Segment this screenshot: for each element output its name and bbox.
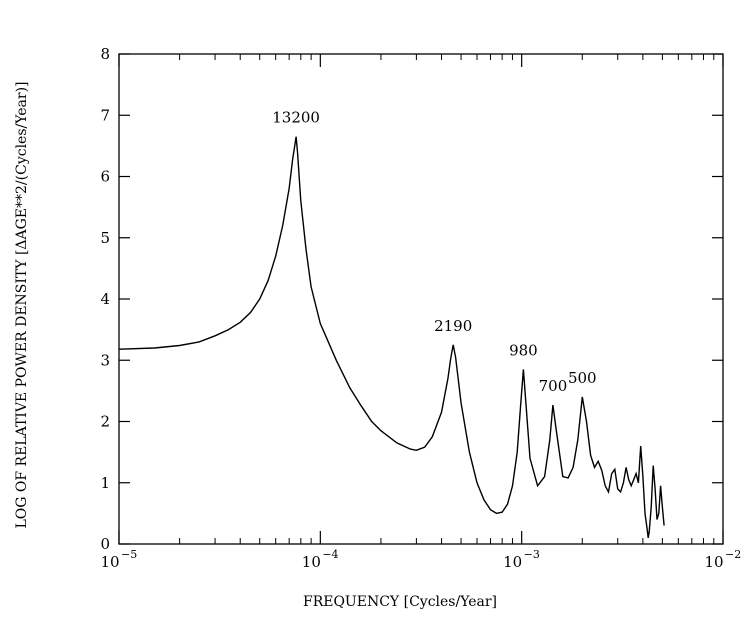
y-tick-label-4: 4 [100,290,110,308]
x-tick-label-1: 10 [302,553,321,571]
x-tick-exponent-3: −2 [725,548,741,561]
peak-label-0: 13200 [272,109,320,127]
peak-label-3: 700 [539,377,568,395]
y-axis-title: LOG OF RELATIVE POWER DENSITY [ΔAGE**2/(… [14,81,30,528]
x-tick-exponent-0: −5 [121,548,137,561]
y-tick-label-0: 0 [100,535,110,553]
peak-label-4: 500 [568,369,597,387]
y-tick-label-1: 1 [100,474,110,492]
x-tick-exponent-1: −4 [322,548,338,561]
peak-label-1: 2190 [434,317,472,335]
y-tick-label-8: 8 [100,45,110,63]
x-tick-label-2: 10 [503,553,522,571]
y-tick-label-6: 6 [100,168,110,186]
y-tick-label-2: 2 [100,413,110,431]
plot-frame [118,53,724,545]
y-tick-label-5: 5 [100,229,110,247]
axis-ticks [118,53,724,545]
x-tick-label-3: 10 [704,553,723,571]
spectrum-series-line [118,136,665,539]
peak-label-2: 980 [509,341,538,359]
x-tick-label-0: 10 [100,553,119,571]
x-tick-exponent-2: −3 [524,548,540,561]
y-tick-label-3: 3 [100,351,110,369]
x-axis-title: FREQUENCY [Cycles/Year] [303,594,497,610]
y-tick-label-7: 7 [100,106,110,124]
